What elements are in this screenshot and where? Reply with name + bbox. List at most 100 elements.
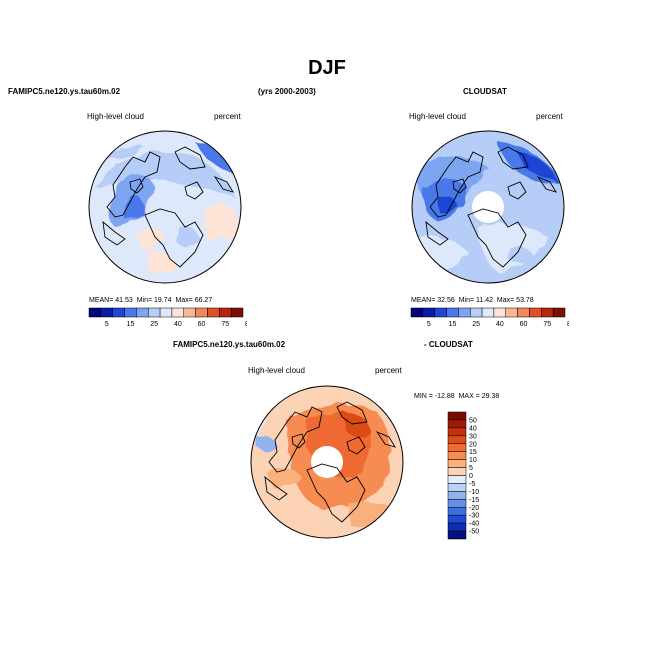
panel3-colorbar-box bbox=[447, 467, 467, 476]
panel2-units-label: percent bbox=[536, 112, 563, 121]
panel1-colorbar-box bbox=[136, 307, 149, 318]
panel3-colorbar-label: 40 bbox=[469, 425, 477, 432]
panel1-colorbar-box bbox=[207, 307, 220, 318]
panel3-polar-map bbox=[250, 385, 404, 539]
years-label: (yrs 2000-2003) bbox=[258, 87, 316, 96]
panel1-colorbar-box bbox=[147, 307, 161, 318]
panel2-colorbar-label: 15 bbox=[449, 321, 457, 328]
panel3-colorbar-box bbox=[447, 443, 467, 452]
panel1-units-label: percent bbox=[214, 112, 241, 121]
panel3-colorbar-box bbox=[447, 475, 467, 484]
panel3-stats: MIN = -12.88 MAX = 29.38 bbox=[414, 393, 499, 400]
panel3-max-label: MAX = bbox=[458, 393, 480, 400]
panel3-colorbar-label: -5 bbox=[469, 481, 475, 488]
panel1-variable-label: High-level cloud bbox=[87, 112, 144, 121]
panel1-max-value: 66.27 bbox=[194, 297, 213, 304]
panel2-colorbar-label: 75 bbox=[543, 321, 551, 328]
page-title: DJF bbox=[308, 57, 346, 79]
panel2-colorbar-box bbox=[505, 307, 518, 318]
panel1-coastlines bbox=[102, 146, 234, 268]
panel2-max-label: Max= bbox=[496, 297, 515, 304]
panel3-units-label: percent bbox=[375, 366, 402, 375]
panel2-mean-value: 32.56 bbox=[437, 297, 455, 304]
panel3-colorbar-box bbox=[447, 507, 467, 516]
panel1-colorbar: 515254060758595 bbox=[88, 307, 247, 328]
panel2-colorbar-box bbox=[410, 307, 424, 318]
panel1-min-value: 19.74 bbox=[154, 297, 172, 304]
panel3-colorbar-box bbox=[447, 491, 467, 500]
panel1-colorbar-box bbox=[100, 307, 113, 318]
panel2-colorbar: 515254060758595 bbox=[410, 307, 569, 328]
panel3-colorbar-label: 15 bbox=[469, 449, 477, 456]
panel3-colorbar-box bbox=[447, 451, 467, 460]
panel3-polar-hole bbox=[311, 446, 343, 478]
panel2-stats: MEAN= 32.56 Min= 11.42 Max= 53.78 bbox=[411, 297, 534, 304]
panel2-colorbar-box bbox=[422, 307, 435, 318]
panel1-min-label: Min= bbox=[136, 297, 153, 304]
panel2-min-label: Min= bbox=[458, 297, 475, 304]
panel3-coastlines bbox=[264, 401, 396, 523]
panel1-colorbar-label: 75 bbox=[221, 321, 229, 328]
panel2-map-border bbox=[411, 130, 565, 284]
panel1-colorbar-box bbox=[230, 307, 244, 318]
panel1-colorbar-label: 25 bbox=[150, 321, 158, 328]
panel1-stats: MEAN= 41.53 Min= 19.74 Max= 66.27 bbox=[89, 297, 212, 304]
panel2-colorbar-box bbox=[493, 307, 507, 318]
panel3-colorbar-box bbox=[447, 419, 467, 429]
panel3-colorbar-label: -50 bbox=[469, 529, 479, 536]
panel3-colorbar-label: -10 bbox=[469, 489, 479, 496]
panel1-max-label: Max= bbox=[175, 297, 193, 304]
obs-name-label: CLOUDSAT bbox=[463, 87, 507, 96]
panel3-colorbar-label: 10 bbox=[469, 457, 477, 464]
panel3-colorbar-label: -40 bbox=[469, 521, 479, 528]
panel2-polar-map bbox=[411, 130, 565, 284]
panel3-colorbar-label: 30 bbox=[469, 433, 477, 440]
panel3-colorbar-label: 50 bbox=[469, 417, 477, 424]
panel3-min-value: -12.88 bbox=[434, 393, 455, 400]
panel2-colorbar-box bbox=[446, 307, 459, 318]
diff-case-name-label: FAMIPC5.ne120.ys.tau60m.02 bbox=[173, 340, 286, 349]
panel3-variable-label: High-level cloud bbox=[248, 366, 305, 375]
panel2-variable-label: High-level cloud bbox=[409, 112, 466, 121]
panel1-colorbar-box bbox=[195, 307, 208, 318]
panel2-max-value: 53.78 bbox=[516, 297, 534, 304]
panel1-colorbar-label: 5 bbox=[105, 321, 109, 328]
panel2-colorbar-label: 5 bbox=[427, 321, 431, 328]
case-name-label: FAMIPC5.ne120.ys.tau60m.02 bbox=[8, 87, 121, 96]
panel3-colorbar-box bbox=[447, 530, 467, 540]
panel3-map-border bbox=[250, 385, 404, 539]
panel3-colorbar-box bbox=[447, 435, 467, 444]
panel2-colorbar-box bbox=[434, 307, 447, 318]
panel2-colorbar-label: 25 bbox=[472, 321, 480, 328]
panel3-colorbar-box bbox=[447, 411, 467, 421]
panel1-colorbar-box bbox=[183, 307, 196, 318]
diff-obs-name-label: - CLOUDSAT bbox=[424, 340, 473, 349]
panel1-mean-label: MEAN= bbox=[89, 297, 114, 304]
panel2-mean-label: MEAN= bbox=[411, 297, 436, 304]
panel2-polar-hole bbox=[472, 191, 504, 223]
panel1-colorbar-label: 60 bbox=[198, 321, 206, 328]
panel1-colorbar-box bbox=[171, 307, 185, 318]
panel1-colorbar-box bbox=[112, 307, 125, 318]
panel1-field bbox=[89, 131, 241, 283]
panel1-colorbar-box bbox=[219, 307, 232, 318]
panel1-colorbar-label: 40 bbox=[174, 321, 182, 328]
panel3-colorbar-label: -15 bbox=[469, 497, 479, 504]
panel2-colorbar-box bbox=[552, 307, 566, 318]
panel3-colorbar-label: 0 bbox=[469, 473, 473, 480]
panel1-colorbar-box bbox=[159, 307, 173, 318]
panel2-colorbar-box bbox=[517, 307, 530, 318]
panel2-colorbar-box bbox=[469, 307, 483, 318]
panel3-max-value: 29.38 bbox=[481, 393, 500, 400]
panel3-min-label: MIN = bbox=[414, 393, 433, 400]
panel3-colorbar-box bbox=[447, 522, 467, 532]
panel1-map-border bbox=[88, 130, 242, 284]
panel2-colorbar-box bbox=[529, 307, 542, 318]
panel3-colorbar-label: 20 bbox=[469, 441, 477, 448]
panel3-colorbar-box bbox=[447, 427, 467, 437]
panel2-colorbar-box bbox=[481, 307, 495, 318]
panel1-colorbar-box bbox=[124, 307, 137, 318]
panel2-colorbar-label: 60 bbox=[520, 321, 528, 328]
panel1-colorbar-label: 85 bbox=[245, 321, 247, 328]
